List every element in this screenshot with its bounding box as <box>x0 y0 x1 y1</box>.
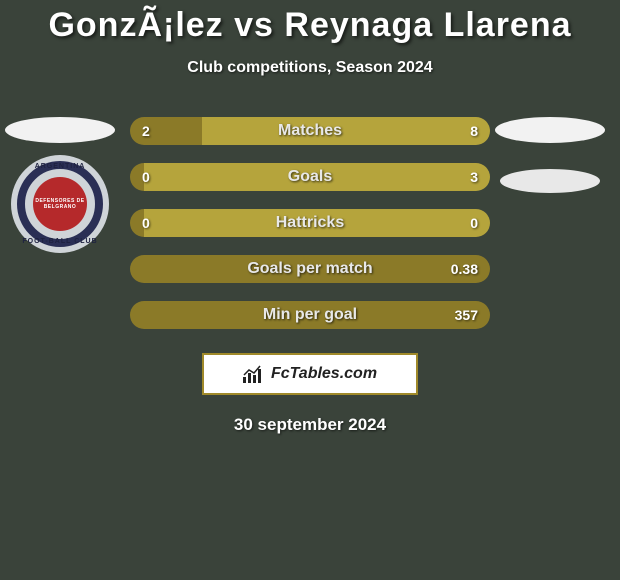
stat-bar-bg <box>130 117 490 145</box>
stat-bar: Min per goal357 <box>130 301 490 329</box>
stat-value-right: 0.38 <box>451 261 478 277</box>
left-player-column: ARGENTINA DEFENSORES DE BELGRANO FOOT-BA… <box>0 117 120 253</box>
stat-bar-right-fill <box>144 209 490 237</box>
badge-bottom-text: FOOT-BALL CLUB <box>22 238 97 245</box>
stat-bar: Goals03 <box>130 163 490 191</box>
stat-value-right: 0 <box>470 215 478 231</box>
brand-text: FcTables.com <box>271 365 377 383</box>
club-badge-placeholder-right <box>500 169 600 193</box>
stat-value-left: 2 <box>142 123 150 139</box>
brand-chart-icon <box>243 365 265 383</box>
club-badge-left: ARGENTINA DEFENSORES DE BELGRANO FOOT-BA… <box>11 155 109 253</box>
stat-value-left: 0 <box>142 215 150 231</box>
page-subtitle: Club competitions, Season 2024 <box>0 59 620 77</box>
stat-bar: Matches28 <box>130 117 490 145</box>
stat-bar-left-fill <box>130 117 202 145</box>
stat-bar-bg <box>130 163 490 191</box>
stat-bar: Goals per match0.38 <box>130 255 490 283</box>
brand-box: FcTables.com <box>202 353 418 395</box>
comparison-content: ARGENTINA DEFENSORES DE BELGRANO FOOT-BA… <box>0 117 620 435</box>
stat-value-right: 8 <box>470 123 478 139</box>
stat-bar-bg <box>130 301 490 329</box>
stat-bar-left-fill <box>130 255 490 283</box>
stat-bar-right-fill <box>202 117 490 145</box>
stat-bars: Matches28Goals03Hattricks00Goals per mat… <box>130 117 490 329</box>
stat-bar-bg <box>130 255 490 283</box>
stat-bar: Hattricks00 <box>130 209 490 237</box>
player-photo-placeholder-left <box>5 117 115 143</box>
stat-value-left: 0 <box>142 169 150 185</box>
page-title: GonzÃ¡lez vs Reynaga Llarena <box>0 0 620 45</box>
stat-value-right: 3 <box>470 169 478 185</box>
stat-bar-left-fill <box>130 301 490 329</box>
badge-inner: DEFENSORES DE BELGRANO <box>33 177 87 231</box>
badge-top-text: ARGENTINA <box>35 163 86 170</box>
right-player-column <box>490 117 610 193</box>
player-photo-placeholder-right <box>495 117 605 143</box>
stat-value-right: 357 <box>455 307 478 323</box>
badge-inner-text: DEFENSORES DE BELGRANO <box>33 198 87 211</box>
snapshot-date: 30 september 2024 <box>0 415 620 435</box>
stat-bar-right-fill <box>144 163 490 191</box>
stat-bar-bg <box>130 209 490 237</box>
